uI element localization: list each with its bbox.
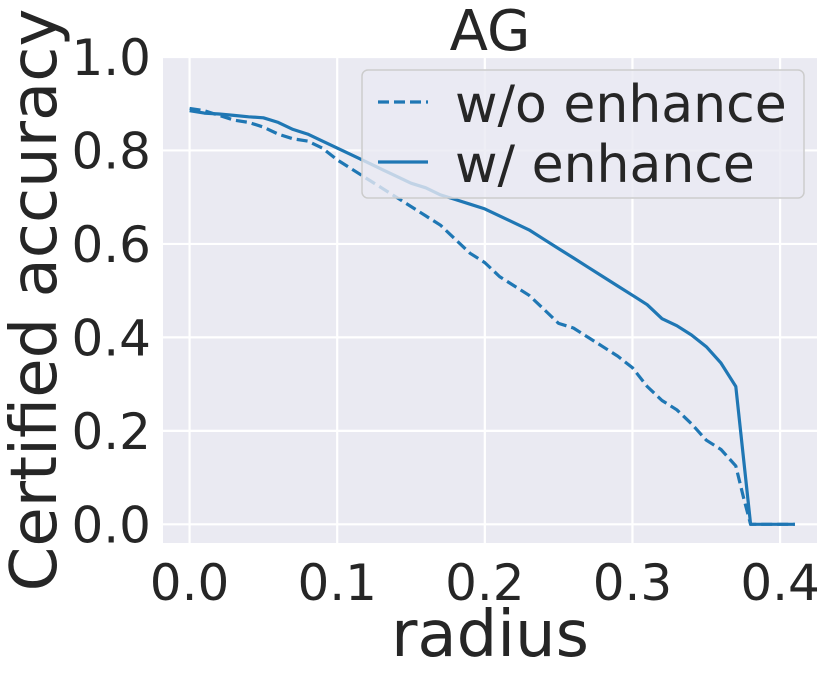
legend-box: [361, 69, 805, 199]
chart-title: AG: [450, 0, 531, 64]
x-axis-label: radius: [391, 598, 589, 672]
y-tick-label: 0.0: [71, 496, 151, 554]
x-tick-label: 0.2: [445, 554, 525, 612]
y-tick-label: 0.2: [71, 403, 151, 461]
x-tick-label: 0.3: [593, 554, 673, 612]
y-tick-label: 0.4: [71, 309, 151, 367]
series-layer: [189, 106, 795, 526]
y-tick-label: 0.6: [71, 216, 151, 274]
legend: w/o enhance w/ enhance: [361, 69, 805, 199]
x-tick-label: 0.1: [297, 554, 377, 612]
series-line-without-enhance: [189, 106, 795, 526]
x-tick-label: 0.4: [740, 554, 820, 612]
legend-label-without-enhance: w/o enhance: [455, 75, 787, 135]
y-tick-label: 0.8: [71, 122, 151, 180]
y-axis-label: Certified accuracy: [0, 9, 72, 592]
y-tick-label: 1.0: [71, 29, 151, 87]
tick-labels: 0.0 0.1 0.2 0.3 0.4 0.0 0.2 0.4 0.6 0.8 1.0: [71, 29, 819, 612]
legend-label-with-enhance: w/ enhance: [455, 135, 755, 195]
x-tick-label: 0.0: [150, 554, 230, 612]
series-line-with-enhance: [189, 109, 795, 526]
